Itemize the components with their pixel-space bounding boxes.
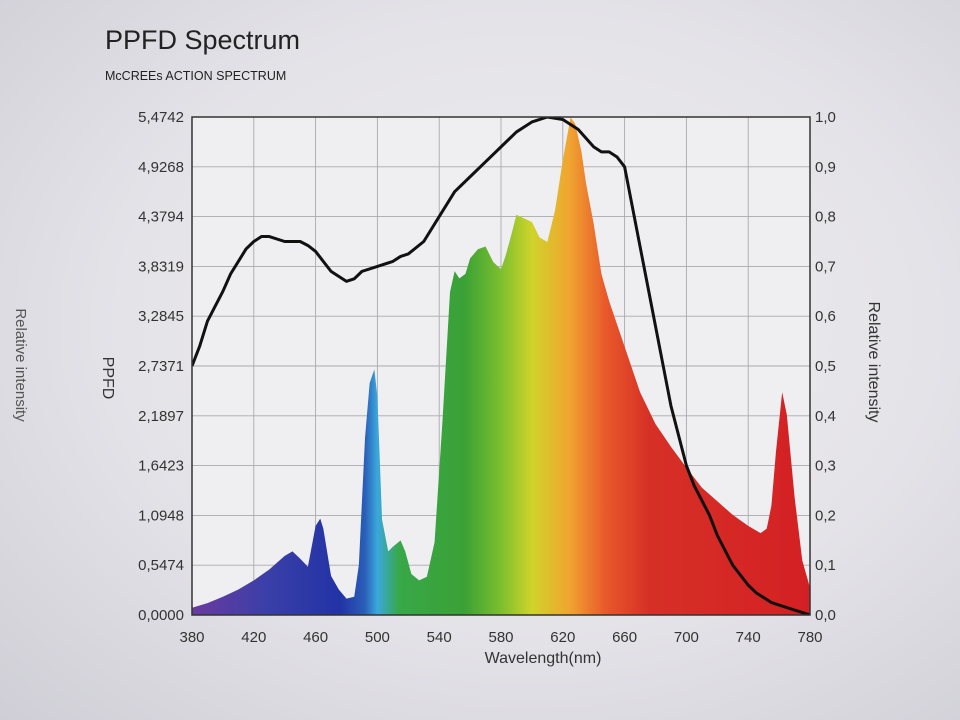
left-tick-label: 0,0000 — [138, 607, 184, 624]
right-tick-label: 0,8 — [815, 209, 836, 226]
left-axis-ticks: 0,0000 0,5474 1,0948 1,6423 2,1897 2,7371 3,28… — [138, 109, 184, 624]
x-tick-label: 780 — [797, 629, 822, 646]
left-axis-label: PPFD — [99, 357, 116, 400]
left-tick-label: 1,6423 — [138, 458, 184, 475]
x-tick-label: 460 — [303, 629, 328, 646]
right-axis-label: Relative intensity — [865, 302, 882, 423]
x-tick-label: 420 — [241, 629, 266, 646]
right-tick-label: 0,5 — [815, 358, 836, 375]
chart-title: PPFD Spectrum — [105, 25, 300, 55]
plot-frame — [191, 116, 811, 616]
right-tick-label: 0,9 — [815, 159, 836, 176]
x-tick-label: 620 — [550, 629, 575, 646]
right-tick-label: 0,7 — [815, 258, 836, 275]
right-tick-label: 0,2 — [815, 507, 836, 524]
chart-subtitle: McCREEs ACTION SPECTRUM — [105, 69, 286, 83]
right-axis-ticks: 0,0 0,1 0,2 0,3 0,4 0,5 0,6 0,7 0,8 0,9 1,0 — [815, 109, 836, 624]
right-tick-label: 0,1 — [815, 557, 836, 574]
left-tick-label: 3,2845 — [138, 308, 184, 325]
right-tick-label: 0,0 — [815, 607, 836, 624]
left-tick-label: 2,7371 — [138, 358, 184, 375]
mccree-action-spectrum-line — [192, 117, 810, 615]
left-tick-label: 1,0948 — [138, 507, 184, 524]
left-tick-label: 0,5474 — [138, 557, 184, 574]
left-tick-label: 3,8319 — [138, 258, 184, 275]
x-axis-label: Wavelength(nm) — [485, 650, 602, 667]
x-tick-label: 380 — [179, 629, 204, 646]
right-tick-label: 1,0 — [815, 109, 836, 126]
left-tick-label: 4,9268 — [138, 159, 184, 176]
x-tick-label: 700 — [674, 629, 699, 646]
ppfd-spectrum-area — [192, 117, 810, 615]
left-tick-label: 5,4742 — [138, 109, 184, 126]
x-tick-label: 500 — [365, 629, 390, 646]
x-tick-label: 660 — [612, 629, 637, 646]
x-tick-label: 740 — [736, 629, 761, 646]
outer-side-label: Relative intensity — [12, 308, 29, 422]
x-tick-label: 540 — [427, 629, 452, 646]
x-axis-ticks: 380 420 460 500 540 580 620 660 700 740 780 — [179, 629, 822, 646]
right-tick-label: 0,6 — [815, 308, 836, 325]
right-tick-label: 0,3 — [815, 458, 836, 475]
right-tick-label: 0,4 — [815, 408, 836, 425]
x-tick-label: 580 — [488, 629, 513, 646]
left-tick-label: 4,3794 — [138, 209, 184, 226]
left-tick-label: 2,1897 — [138, 408, 184, 425]
